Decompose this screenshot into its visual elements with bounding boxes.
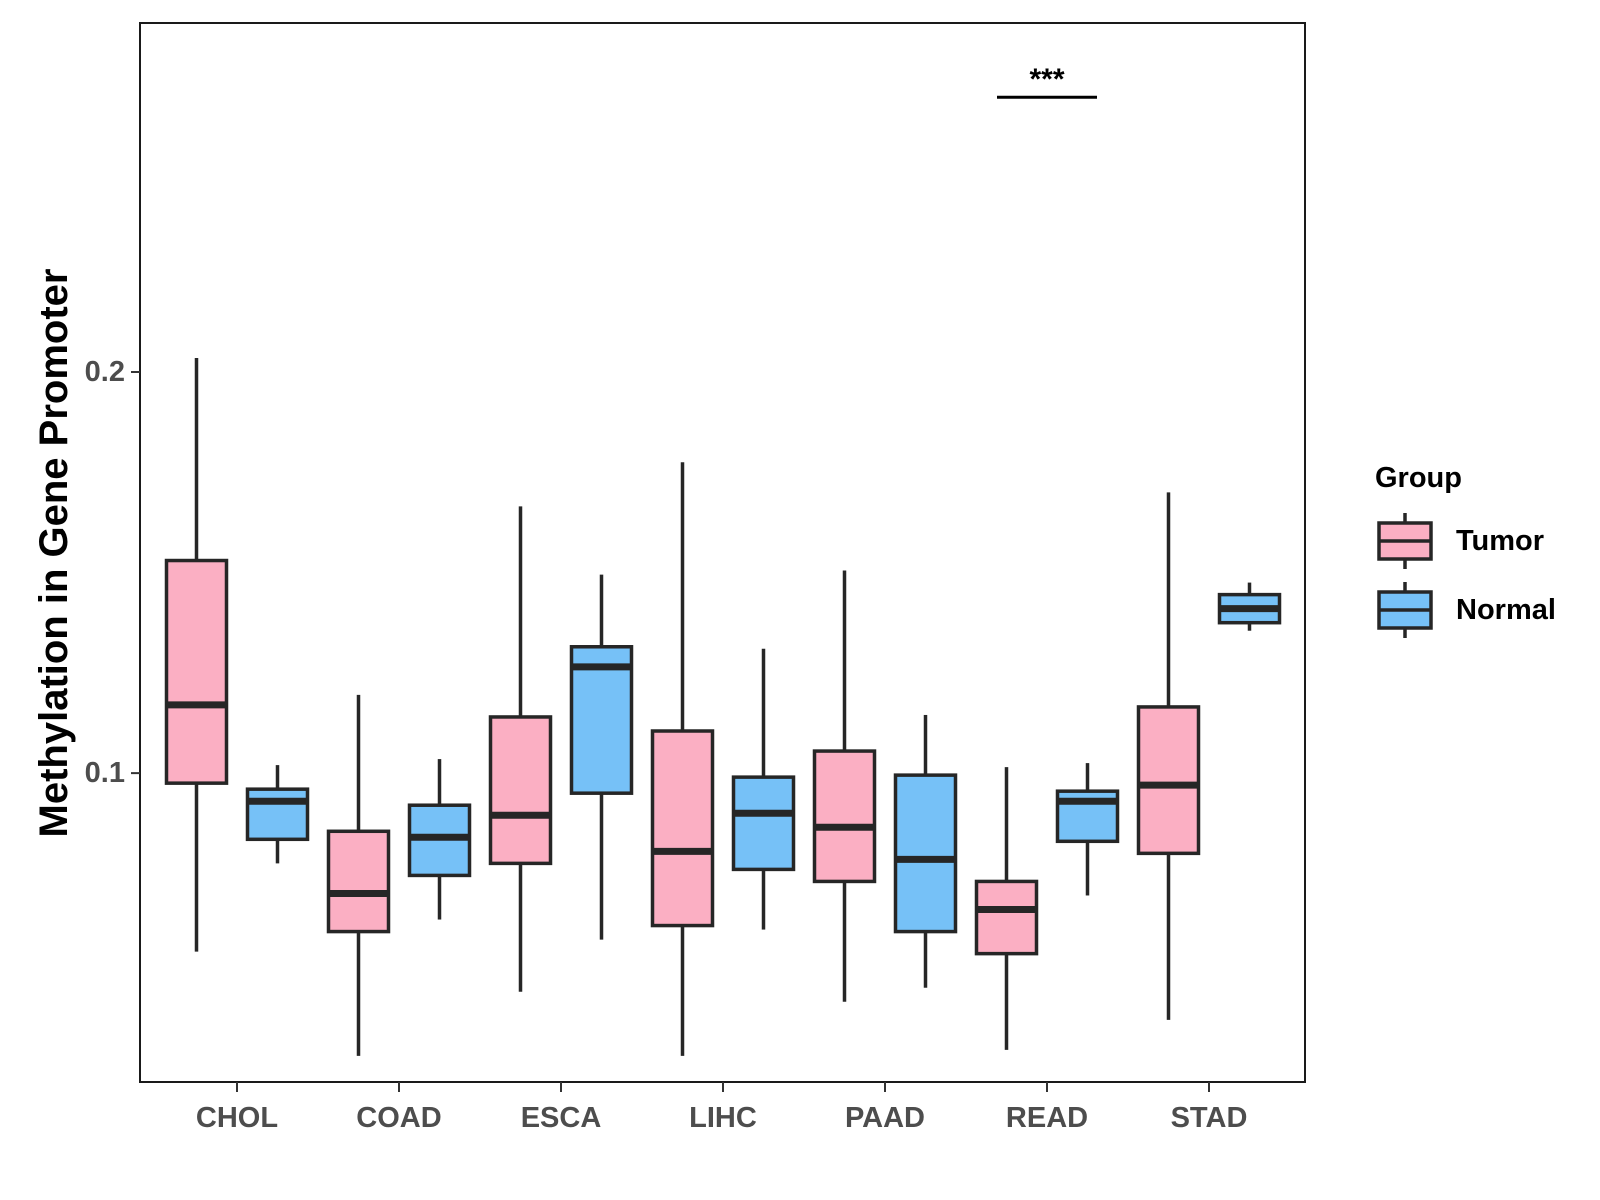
x-tick-label: LIHC: [689, 1102, 757, 1134]
x-tick-label: ESCA: [521, 1102, 602, 1134]
x-tick-label: STAD: [1171, 1102, 1248, 1134]
plot-panel-background: [140, 23, 1305, 1082]
x-tick-label: COAD: [356, 1102, 441, 1134]
x-tick-label: READ: [1006, 1102, 1088, 1134]
box-coad-tumor: [326, 829, 391, 934]
x-tick-label: PAAD: [845, 1102, 925, 1134]
box-stad-tumor: [1136, 705, 1201, 856]
legend-title: Group: [1375, 462, 1462, 494]
x-axis: CHOL COAD ESCA LIHC PAAD READ STAD: [196, 1082, 1247, 1134]
box-lihc-tumor: [650, 729, 715, 928]
legend-item-tumor: Tumor: [1377, 513, 1544, 569]
significance-label: ***: [1029, 63, 1064, 96]
y-axis: 0.1 0.2: [85, 356, 140, 789]
legend: Group Tumor Normal: [1375, 462, 1556, 638]
box-esca-normal: [569, 645, 634, 795]
box-paad-normal: [893, 773, 958, 934]
box-chol-normal: [245, 787, 310, 842]
box-esca-tumor: [488, 715, 553, 866]
box-paad-tumor: [812, 749, 877, 884]
box-lihc-normal: [731, 775, 796, 872]
box-read-tumor: [974, 879, 1039, 956]
series-tumor: [164, 357, 1201, 1056]
legend-item-normal: Normal: [1377, 582, 1556, 638]
x-tick-label: CHOL: [196, 1102, 278, 1134]
legend-label-tumor: Tumor: [1456, 525, 1544, 557]
plot-marks: ***: [164, 63, 1282, 1056]
box-chol-tumor: [164, 558, 229, 785]
legend-label-normal: Normal: [1456, 594, 1556, 626]
y-tick-label: 0.2: [85, 356, 125, 388]
y-tick-label: 0.1: [85, 757, 125, 789]
y-axis-title: Methylation in Gene Promoter: [32, 269, 76, 838]
series-normal: [245, 574, 1282, 988]
